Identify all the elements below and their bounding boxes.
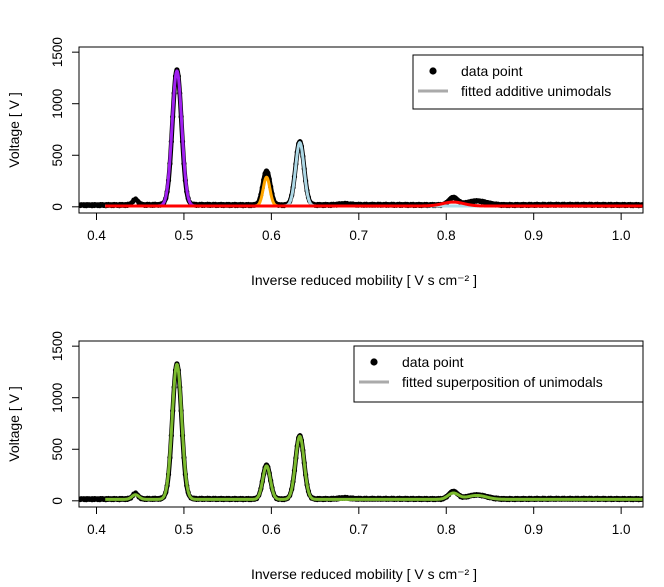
series-line-1	[104, 362, 643, 501]
data-point	[265, 170, 271, 176]
y-tick-label: 500	[50, 144, 65, 167]
x-tick-label: 0.9	[524, 522, 543, 537]
legend-label: fitted superposition of unimodals	[402, 374, 603, 390]
x-tick-label: 0.5	[175, 522, 194, 537]
x-axis: 0.4 0.5 0.6 0.7 0.8 0.9 1.0	[87, 507, 631, 537]
x-tick-label: 0.9	[524, 228, 543, 243]
plot-area	[79, 361, 643, 503]
legend: data point fitted additive unimodals	[412, 54, 644, 110]
legend-label: data point	[461, 63, 523, 79]
y-axis: 0 500 1000 1500	[50, 37, 79, 211]
series-line-4	[104, 200, 643, 208]
x-axis-label: Inverse reduced mobility [ V s cm⁻² ]	[251, 566, 477, 582]
x-tick-label: 0.6	[262, 228, 281, 243]
plot-area	[79, 67, 643, 209]
x-tick-label: 0.6	[262, 522, 281, 537]
data-point	[452, 195, 458, 201]
x-tick-label: 1.0	[612, 228, 631, 243]
legend-box	[353, 345, 644, 403]
legend-point-marker	[370, 358, 378, 366]
y-tick-label: 1000	[50, 89, 65, 119]
x-tick-label: 0.7	[349, 228, 368, 243]
plot-frame	[78, 46, 644, 214]
x-axis-label: Inverse reduced mobility [ V s cm⁻² ]	[251, 272, 477, 288]
y-axis: 0 500 1000 1500	[50, 331, 79, 505]
y-tick-label: 1500	[50, 331, 65, 361]
x-tick-label: 0.8	[437, 228, 456, 243]
legend-point-marker	[429, 67, 437, 75]
x-tick-label: 0.7	[349, 522, 368, 537]
x-tick-label: 0.8	[437, 522, 456, 537]
y-tick-label: 0	[50, 203, 65, 211]
legend-label: fitted additive unimodals	[461, 83, 611, 99]
panel-1: 0.4 0.5 0.6 0.7 0.8 0.9 1.0 0 500 1000 1500 Inverse…	[6, 37, 644, 288]
y-tick-label: 1000	[50, 383, 65, 413]
x-tick-label: 1.0	[612, 522, 631, 537]
y-axis-label: Voltage [ V ]	[6, 386, 22, 462]
legend: data point fitted superposition of unimod…	[353, 345, 644, 403]
x-tick-label: 0.4	[87, 522, 106, 537]
panel-2: 0.4 0.5 0.6 0.7 0.8 0.9 1.0 0 500 1000 1500 Inverse…	[6, 331, 644, 582]
legend-box	[412, 54, 644, 110]
x-axis: 0.4 0.5 0.6 0.7 0.8 0.9 1.0	[87, 213, 631, 243]
plot-frame	[78, 340, 644, 508]
y-axis-label: Voltage [ V ]	[6, 92, 22, 168]
y-tick-label: 0	[50, 497, 65, 505]
x-tick-label: 0.4	[87, 228, 106, 243]
x-tick-label: 0.5	[175, 228, 194, 243]
legend-label: data point	[402, 354, 464, 370]
y-tick-label: 500	[50, 438, 65, 461]
y-tick-label: 1500	[50, 37, 65, 67]
